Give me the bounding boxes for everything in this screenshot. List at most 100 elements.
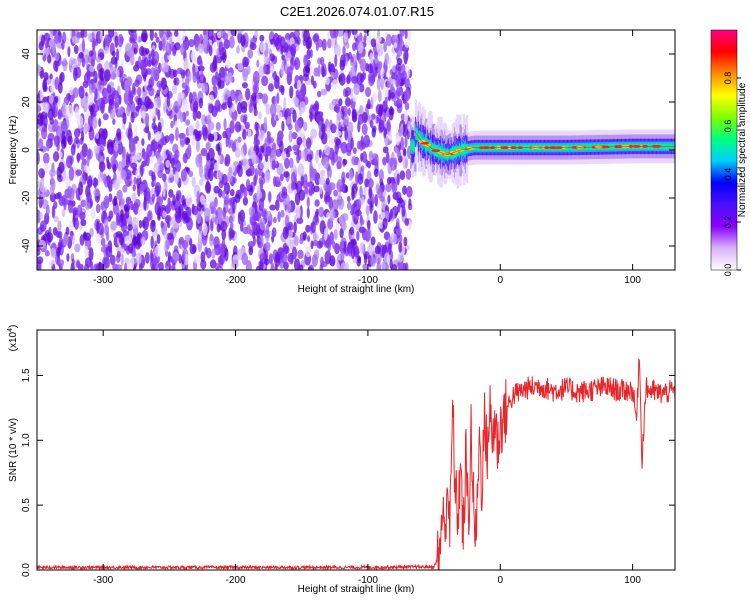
heatmap-cell [336, 30, 344, 37]
heatmap-cell [319, 264, 324, 270]
y-tick-label: 0.5 [21, 498, 32, 512]
heatmap-cell [229, 35, 235, 49]
heatmap-cell [271, 159, 276, 171]
heatmap-cell [128, 243, 134, 254]
heatmap-cell [318, 149, 322, 159]
heatmap-cell [363, 134, 370, 148]
heatmap-cell [150, 49, 155, 59]
heatmap-cell [321, 65, 325, 78]
heatmap-cell [320, 132, 328, 145]
heatmap-cell [385, 86, 389, 99]
signal-track [413, 130, 675, 156]
heatmap-cell [352, 30, 358, 35]
heatmap-cell [173, 77, 177, 86]
heatmap-cell [405, 168, 412, 180]
heatmap-cell [378, 169, 384, 182]
heatmap-cell [80, 131, 85, 142]
colorbar-ticks: 0.0 0.2 0.4 0.6 0.8 [723, 72, 741, 276]
heatmap-cell [223, 118, 227, 131]
heatmap-cell [274, 254, 281, 268]
heatmap-cell [103, 128, 108, 140]
heatmap-cell [83, 72, 91, 84]
heatmap-cell [37, 151, 40, 165]
heatmap-cell [407, 30, 412, 42]
heatmap-cell [398, 127, 404, 137]
heatmap-cell [280, 63, 285, 78]
heatmap-cell [124, 262, 128, 270]
heatmap-cell [164, 135, 170, 144]
heatmap-cell [95, 262, 100, 270]
heatmap-cell [300, 84, 306, 96]
heatmap-cell [103, 195, 110, 209]
heatmap-cell [248, 164, 255, 177]
heatmap-cell [62, 102, 67, 116]
heatmap-cell [78, 181, 84, 196]
heatmap-cell [82, 95, 88, 108]
heatmap-cell [337, 197, 345, 210]
heatmap-cell [309, 49, 313, 59]
heatmap-cell [327, 218, 334, 230]
heatmap-cell [284, 214, 290, 228]
heatmap-cell [258, 111, 262, 120]
heatmap-cell [279, 140, 284, 154]
heatmap-cell [83, 263, 90, 270]
heatmap-cell [206, 152, 210, 163]
heatmap-cell [70, 143, 76, 156]
heatmap-cell [49, 117, 54, 125]
heatmap-cell [345, 142, 353, 153]
heatmap-cell [394, 147, 399, 154]
heatmap-cell [39, 50, 45, 57]
heatmap-cell [73, 67, 78, 82]
heatmap-cell [336, 110, 343, 121]
heatmap-cell [343, 115, 350, 126]
heatmap-cell [339, 54, 346, 67]
heatmap-cell [174, 149, 180, 158]
heatmap-cell [237, 136, 242, 143]
heatmap-cell [141, 236, 146, 246]
heatmap-cell [338, 73, 346, 86]
heatmap-cell [283, 171, 290, 178]
heatmap-cell [38, 239, 46, 249]
heatmap-cell [258, 197, 265, 212]
heatmap-cell [65, 155, 73, 169]
heatmap-cell [68, 57, 76, 67]
heatmap-cell [404, 136, 408, 148]
heatmap-cell [69, 233, 74, 241]
heatmap-cell [373, 69, 378, 78]
heatmap-cell [73, 128, 81, 138]
heatmap-cell [106, 159, 110, 169]
heatmap-cell [217, 188, 223, 198]
heatmap-cell [395, 217, 400, 228]
heatmap-cell [327, 238, 332, 252]
heatmap-cell [88, 117, 93, 126]
y-tick-label: 40 [21, 48, 32, 60]
x-tick-label: -100 [358, 575, 378, 586]
heatmap-cell [262, 63, 267, 75]
heatmap-cell [48, 226, 52, 235]
heatmap-cell [347, 107, 351, 116]
heatmap-cell [269, 103, 277, 117]
heatmap-cell [44, 250, 50, 257]
heatmap-cell [227, 137, 232, 149]
heatmap-cell [202, 222, 208, 237]
heatmap-cell [55, 125, 62, 139]
heatmap-cell [376, 261, 382, 270]
heatmap-cell [306, 153, 313, 163]
heatmap-cell [331, 78, 338, 90]
heatmap-cell [344, 86, 352, 97]
heatmap-cell [104, 69, 111, 82]
heatmap-cell [263, 116, 267, 130]
heatmap-cell [242, 142, 247, 156]
heatmap-cell [356, 72, 363, 86]
heatmap-cell [158, 261, 164, 270]
heatmap-cell [88, 50, 94, 57]
heatmap-cell [128, 121, 132, 136]
heatmap-cell [89, 83, 93, 95]
heatmap-cell [177, 92, 182, 106]
heatmap-cell [135, 252, 142, 265]
heatmap-cell [334, 54, 338, 68]
heatmap-cell [399, 170, 406, 181]
heatmap-cell [335, 138, 341, 146]
heatmap-cell [302, 231, 307, 241]
heatmap-cell [286, 200, 292, 212]
